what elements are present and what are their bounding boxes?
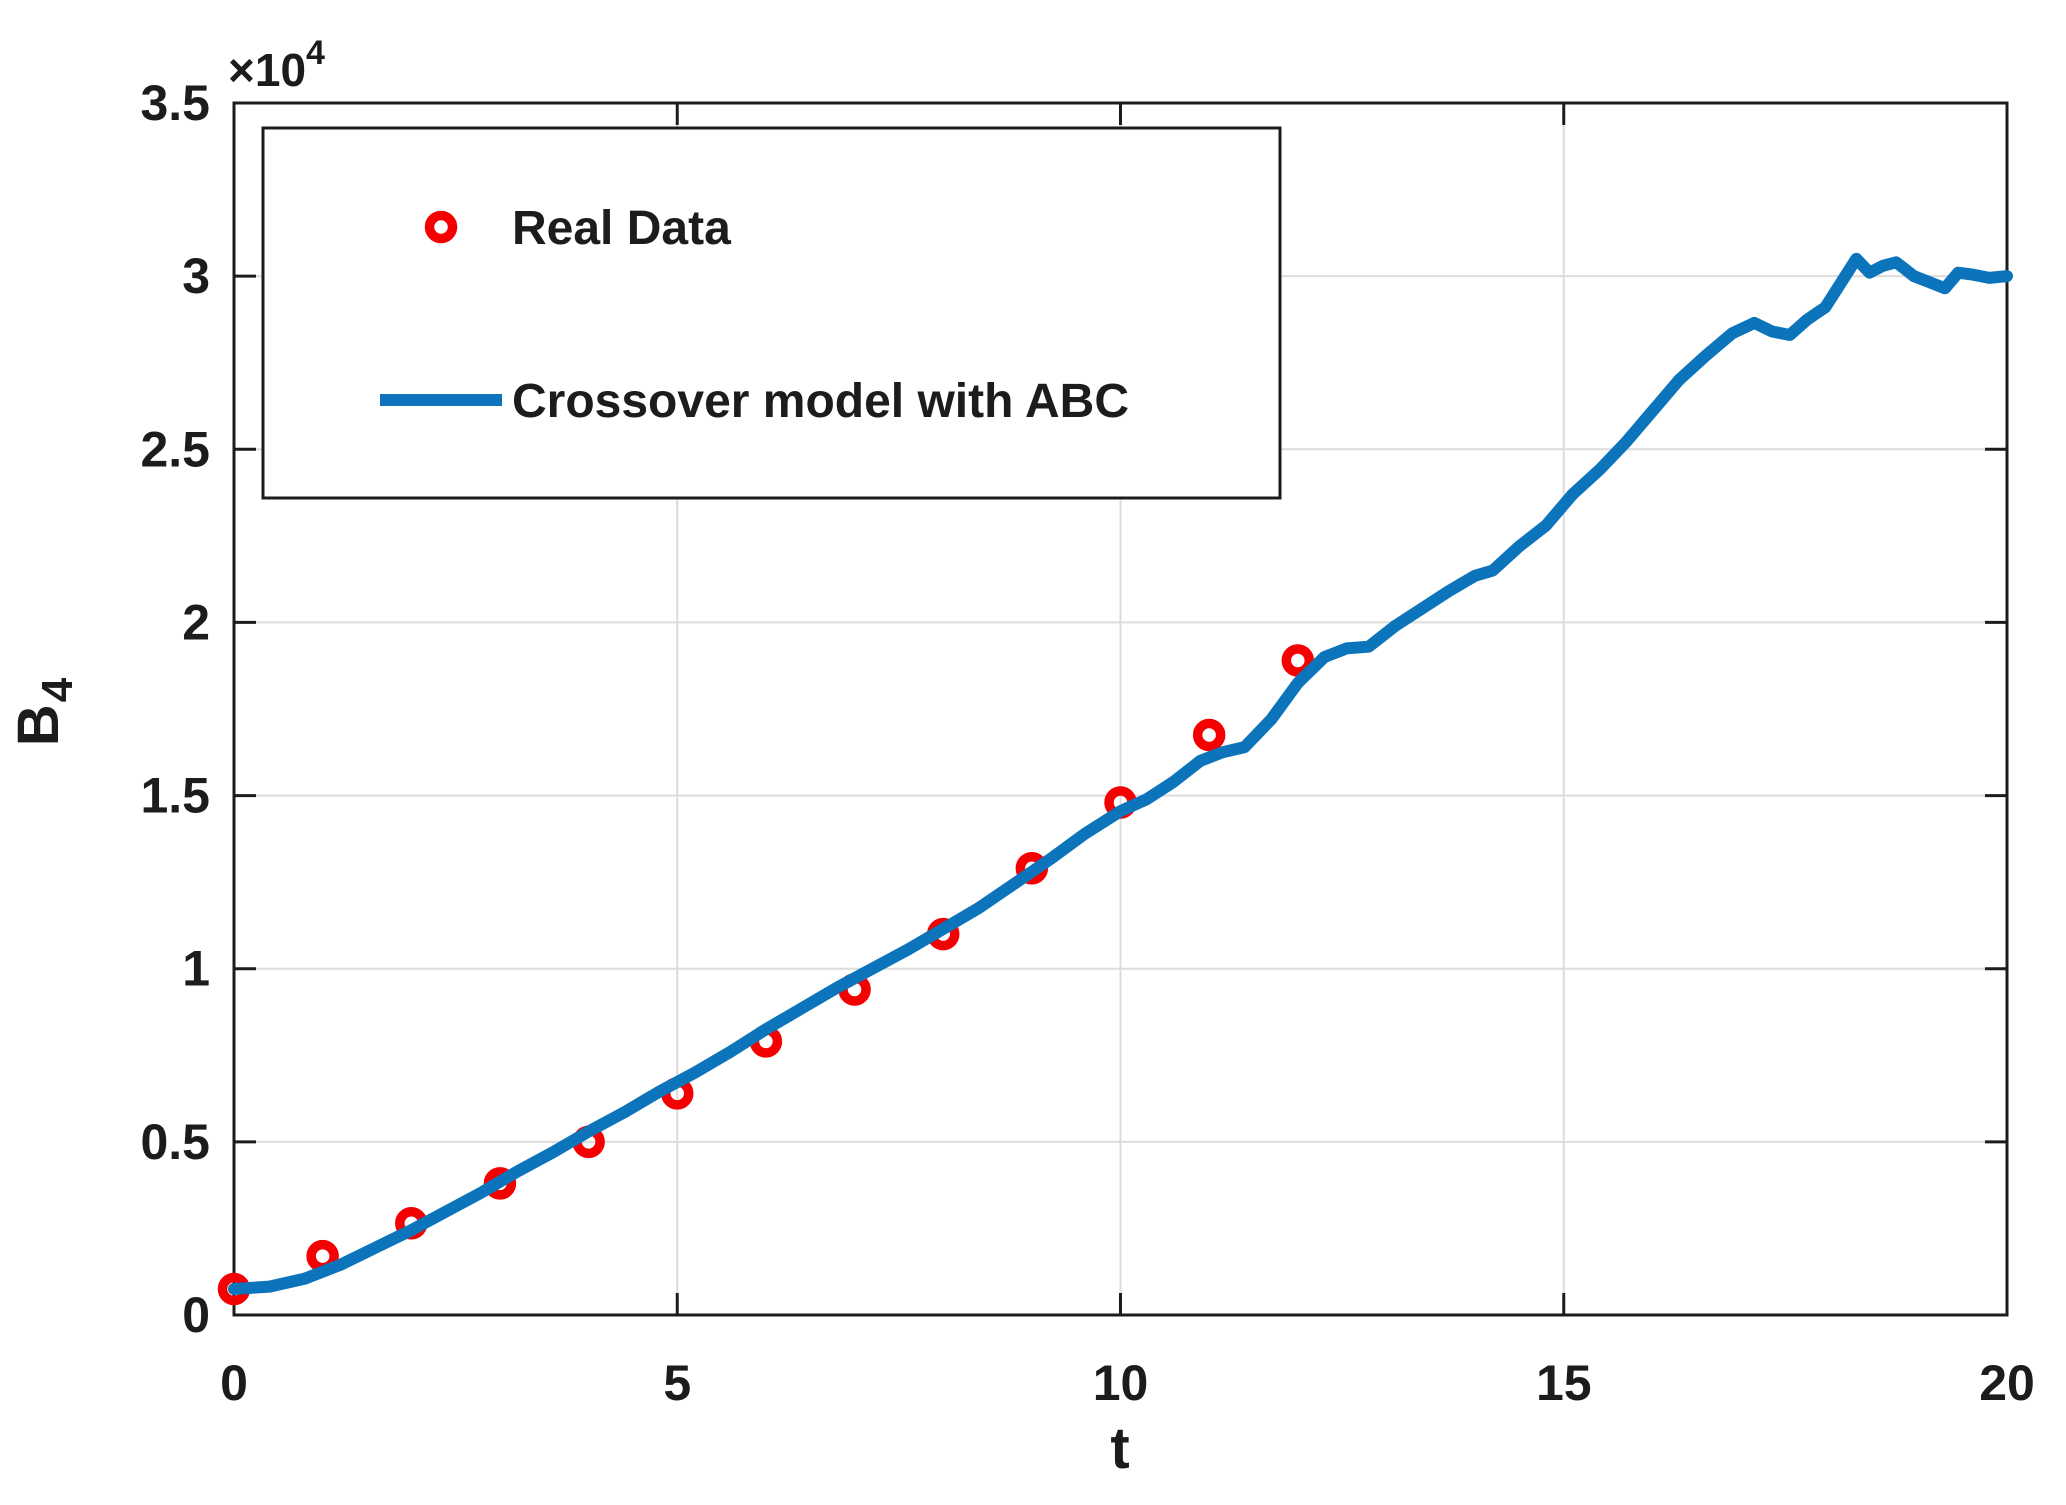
y-tick-label: 2 <box>182 594 210 650</box>
legend-entry-crossover-model: Crossover model with ABC <box>512 375 1129 428</box>
legend: Real Data Crossover model with ABC <box>261 126 1282 500</box>
y-tick-label: 0 <box>182 1287 210 1343</box>
x-tick-label: 0 <box>220 1355 248 1411</box>
y-tick-label: 3.5 <box>140 75 210 131</box>
legend-box <box>261 126 1282 500</box>
tick-layer <box>234 103 2007 1315</box>
x-tick-label: 5 <box>663 1355 691 1411</box>
y-axis-title: B4 <box>6 677 82 746</box>
x-tick-label: 10 <box>1093 1355 1149 1411</box>
x-tick-label: 20 <box>1979 1355 2035 1411</box>
x-tick-label: 15 <box>1536 1355 1592 1411</box>
legend-scatter-marker-icon <box>424 210 458 244</box>
y-tick-label: 2.5 <box>140 421 210 477</box>
data-point-marker <box>1192 718 1226 752</box>
x-axis-title: t <box>1110 1416 1129 1481</box>
y-tick-label: 1 <box>182 941 210 997</box>
y-exponent-label: ×104 <box>228 34 325 96</box>
tick-label-layer: 0 5 10 15 20 0 0.5 1 1.5 2 2.5 3 3.5 <box>140 75 2034 1411</box>
y-tick-label: 1.5 <box>140 768 210 824</box>
model-line <box>228 252 2013 1295</box>
legend-entry-real-data: Real Data <box>512 202 731 255</box>
data-point-marker <box>1281 644 1315 677</box>
y-tick-label: 0.5 <box>140 1114 210 1170</box>
series-layer <box>217 252 2013 1306</box>
y-tick-label: 3 <box>182 248 210 304</box>
